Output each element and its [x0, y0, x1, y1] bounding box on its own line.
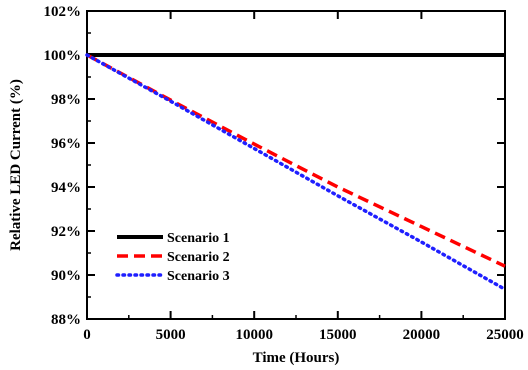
x-tick-label: 10000 [235, 327, 273, 343]
y-axis-title: Relative LED Current (%) [8, 79, 24, 251]
x-tick-label: 15000 [319, 327, 357, 343]
x-tick-label: 5000 [156, 327, 186, 343]
x-axis-ticks: 0 5000 10000 15000 20000 25000 [83, 11, 524, 343]
series-line-scenario-2 [86, 53, 506, 268]
y-tick-label: 94% [51, 180, 81, 196]
legend-label: Scenario 3 [167, 269, 230, 284]
x-tick-label: 20000 [403, 327, 441, 343]
x-tick-label: 25000 [486, 327, 524, 343]
y-axis-ticks: 88% 90% 92% 94% 96% 98% 100% 102% [44, 4, 505, 328]
x-axis-title: Time (Hours) [253, 350, 340, 366]
y-tick-label: 92% [51, 224, 81, 240]
y-tick-label: 102% [44, 4, 82, 20]
legend-label: Scenario 1 [167, 231, 230, 246]
legend: Scenario 1 Scenario 2 Scenario 3 [115, 231, 230, 284]
y-tick-label: 100% [44, 48, 82, 64]
plot-frame [86, 10, 506, 320]
series-lines [85, 53, 507, 292]
series-line-scenario-3 [85, 53, 507, 292]
y-tick-label: 88% [51, 312, 81, 328]
x-tick-label: 0 [83, 327, 91, 343]
y-tick-label: 90% [51, 268, 81, 284]
y-tick-label: 98% [51, 92, 81, 108]
legend-label: Scenario 2 [167, 250, 230, 265]
y-tick-label: 96% [51, 136, 81, 152]
